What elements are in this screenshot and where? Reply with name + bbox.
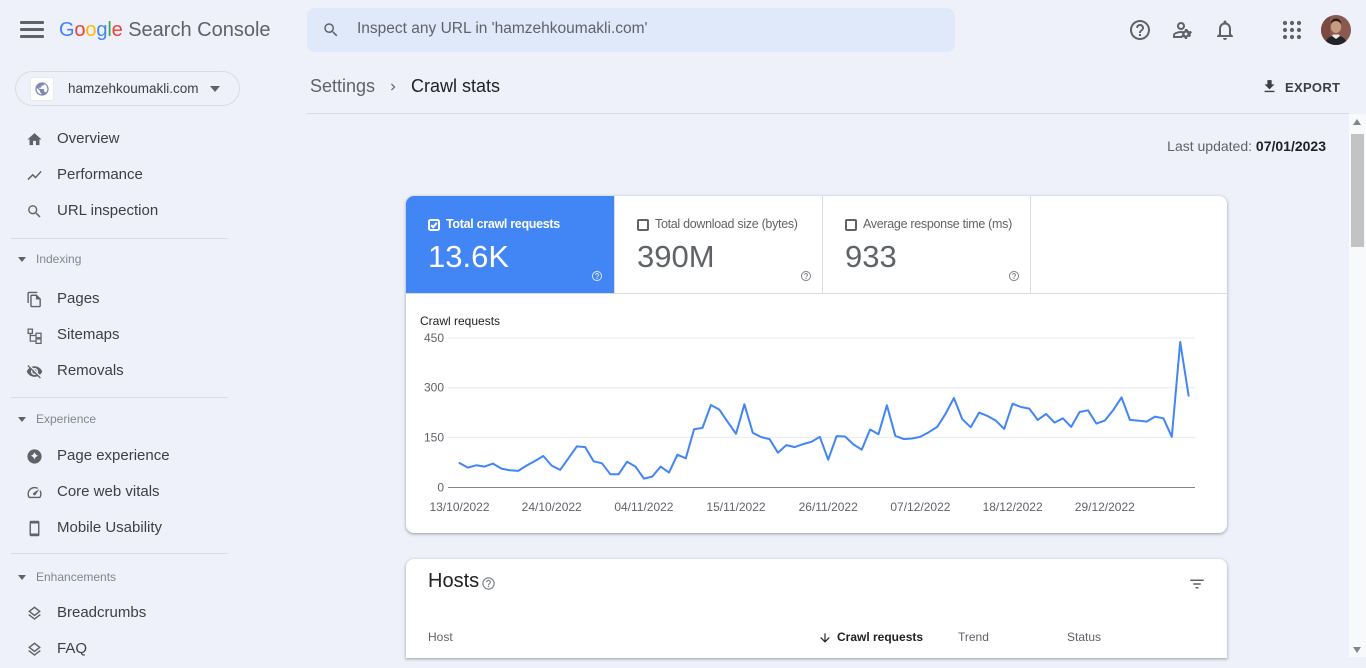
svg-text:26/11/2022: 26/11/2022 bbox=[799, 500, 858, 514]
svg-text:24/10/2022: 24/10/2022 bbox=[522, 500, 582, 514]
svg-text:300: 300 bbox=[424, 381, 444, 395]
svg-text:07/12/2022: 07/12/2022 bbox=[890, 500, 950, 514]
svg-text:13/10/2022: 13/10/2022 bbox=[429, 500, 489, 514]
svg-text:04/11/2022: 04/11/2022 bbox=[614, 500, 673, 514]
svg-text:18/12/2022: 18/12/2022 bbox=[983, 500, 1043, 514]
svg-text:29/12/2022: 29/12/2022 bbox=[1075, 500, 1135, 514]
svg-text:150: 150 bbox=[424, 430, 444, 444]
svg-text:450: 450 bbox=[424, 331, 444, 345]
svg-text:0: 0 bbox=[437, 481, 444, 495]
svg-text:15/11/2022: 15/11/2022 bbox=[706, 500, 765, 514]
